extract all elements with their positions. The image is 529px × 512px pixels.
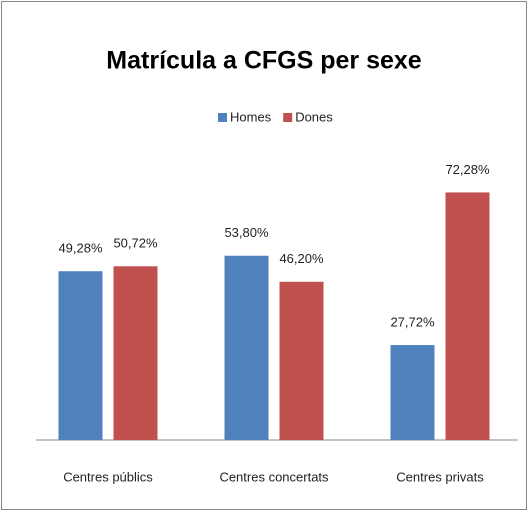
- x-tick-label: Centres públics: [63, 469, 153, 484]
- data-label: 49,28%: [58, 241, 103, 256]
- data-label: 46,20%: [279, 251, 324, 266]
- legend-label: Dones: [295, 109, 333, 124]
- legend-swatch: [283, 113, 293, 122]
- bar: [279, 281, 324, 440]
- bar: [390, 345, 435, 440]
- bar: [224, 255, 269, 440]
- bar: [445, 192, 490, 440]
- data-label: 72,28%: [445, 162, 490, 177]
- legend-label: Homes: [230, 109, 272, 124]
- data-label: 27,72%: [390, 314, 435, 329]
- x-tick-label: Centres privats: [396, 469, 484, 484]
- legend-swatch: [218, 113, 227, 122]
- chart-title: Matrícula a CFGS per sexe: [106, 47, 422, 75]
- data-label: 50,72%: [113, 236, 158, 251]
- bar: [58, 271, 103, 440]
- x-tick-label: Centres concertats: [219, 469, 329, 484]
- bar: [113, 266, 158, 440]
- data-label: 53,80%: [224, 225, 269, 240]
